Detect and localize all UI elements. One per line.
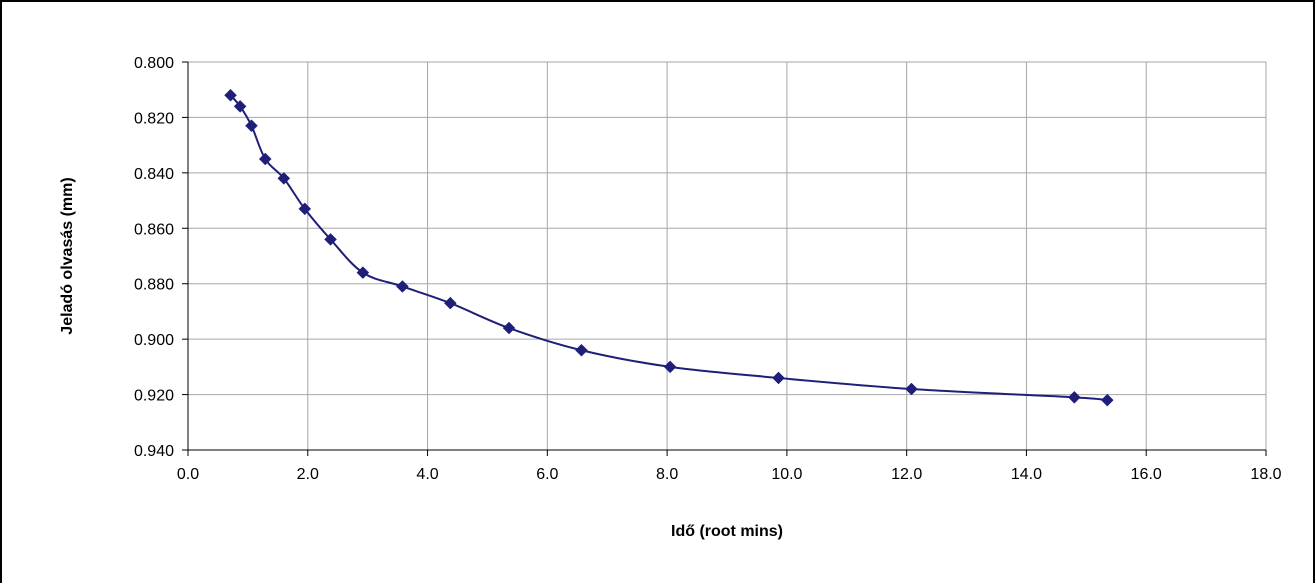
data-point-marker [277,172,291,185]
x-tick-label: 10.0 [771,466,802,483]
y-tick-label: 0.940 [134,443,174,460]
x-tick-label: 16.0 [1131,466,1162,483]
data-point-marker [502,321,516,335]
y-tick-label: 0.860 [134,221,174,238]
data-point-marker [224,88,237,102]
data-point-marker [1100,393,1114,407]
x-tick-label: 8.0 [656,466,678,483]
axes [182,61,1267,456]
x-axis-title: Idő (root mins) [671,523,783,540]
x-tick-label: 4.0 [416,466,438,483]
x-tick-label: 12.0 [891,466,922,483]
data-point-marker [396,280,409,293]
y-tick-labels: 0.800 0.820 0.840 0.860 0.880 0.900 0.920 0.940 [134,55,174,460]
y-tick-label: 0.900 [134,332,174,349]
x-tick-label: 2.0 [297,466,319,483]
y-tick-label: 0.880 [134,277,174,294]
data-point-marker [356,266,370,279]
data-point-marker [298,202,312,216]
y-tick-label: 0.820 [134,110,174,127]
data-point-marker [1068,390,1081,404]
data-point-marker [245,119,258,133]
y-tick-label: 0.920 [134,388,174,405]
data-point-marker [772,371,785,385]
series-line [229,94,1108,402]
data-point-marker [233,99,247,113]
x-tick-label: 0.0 [177,466,199,483]
data-point-marker [258,152,272,166]
y-axis-title: Jeladó olvasás (mm) [59,177,76,334]
x-tick-label: 18.0 [1250,466,1281,483]
data-point-marker [663,360,677,374]
y-tick-label: 0.800 [134,55,174,72]
data-point-marker [905,382,918,396]
data-point-marker [324,233,337,246]
grid [188,61,1267,451]
x-tick-label: 6.0 [536,466,558,483]
series-markers [224,88,1114,407]
data-point-marker [443,296,457,310]
y-tick-label: 0.840 [134,166,174,183]
data-point-marker [575,343,588,357]
x-tick-label: 14.0 [1011,466,1042,483]
x-tick-labels: 0.0 2.0 4.0 6.0 8.0 10.0 12.0 14.0 16.0 18.0 [177,466,1282,483]
